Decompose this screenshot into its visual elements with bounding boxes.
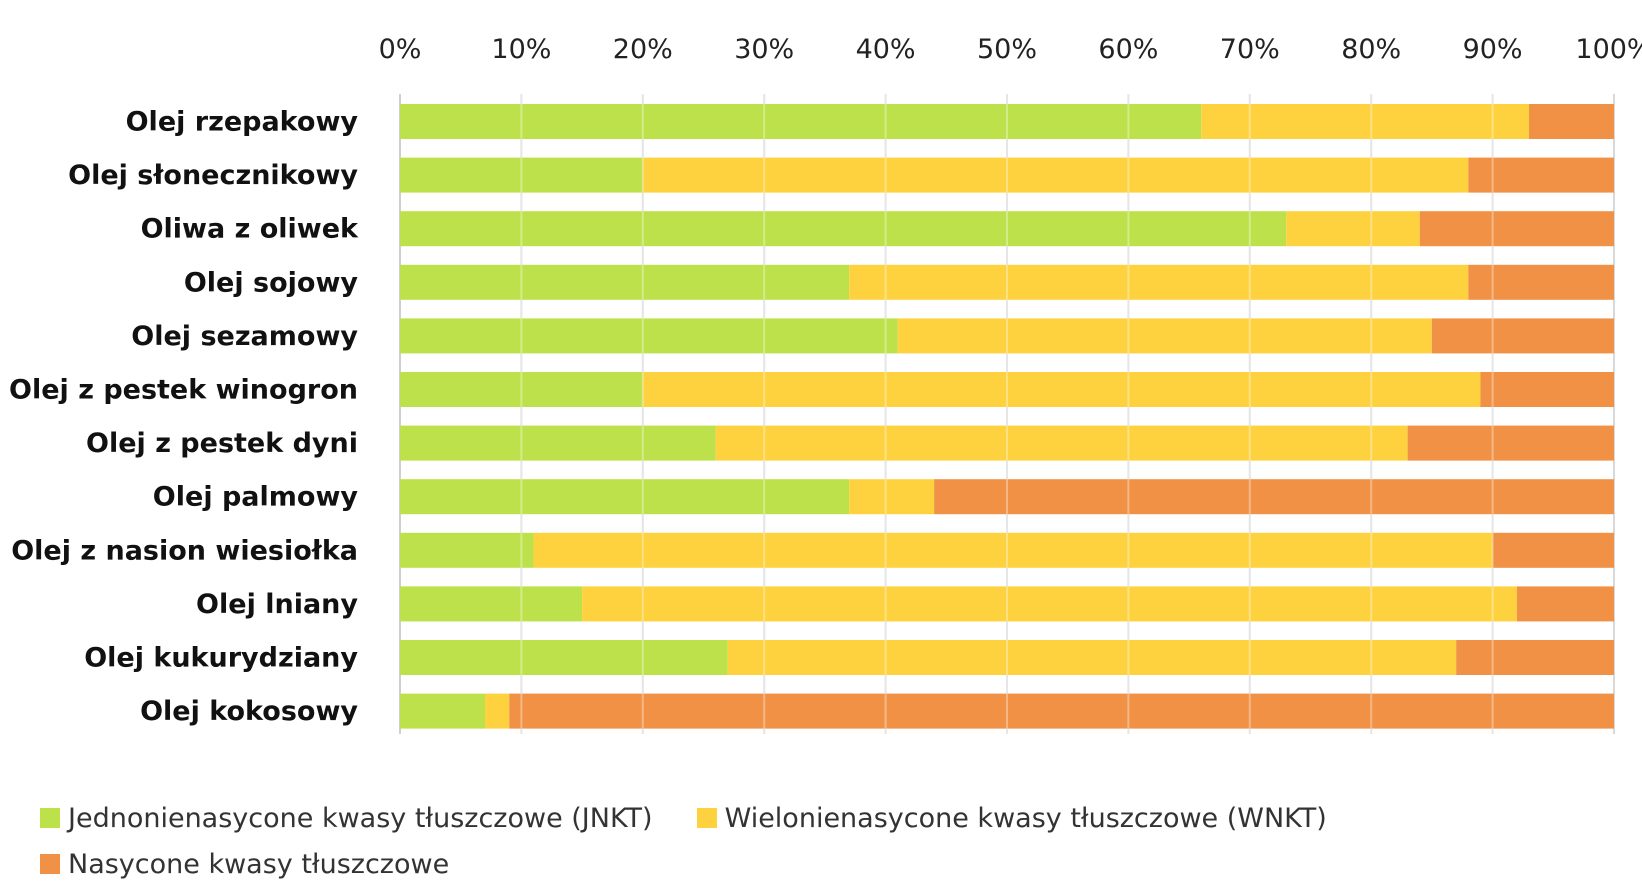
- legend-row: Nasycone kwasy tłuszczowe: [40, 841, 1600, 887]
- bar-segment: [509, 693, 1614, 729]
- category-labels: Olej rzepakowy Olej słonecznikowy Oliwa z …: [9, 107, 359, 728]
- x-tick-label: 100%: [1575, 34, 1642, 65]
- bar-segment: [1468, 264, 1614, 300]
- x-axis-ticks: 0% 10% 20% 30% 40% 50% 60% 70% 80% 90% 100%: [379, 34, 1642, 65]
- category-label: Olej palmowy: [153, 482, 359, 513]
- legend-item-wnkt: Wielonienasycone kwasy tłuszczowe (WNKT): [696, 802, 1327, 834]
- bar-segment: [897, 318, 1432, 354]
- bar-segment: [400, 264, 850, 300]
- x-tick-label: 70%: [1220, 34, 1280, 65]
- legend-swatch-wnkt: [696, 808, 717, 828]
- bar-segment: [934, 479, 1614, 515]
- legend-swatch-jnkt: [40, 808, 60, 828]
- legend-label-wnkt: Wielonienasycone kwasy tłuszczowe (WNKT): [724, 802, 1327, 834]
- bar-segment: [400, 372, 643, 407]
- category-label: Olej rzepakowy: [126, 107, 359, 138]
- legend-item-jnkt: Jednonienasycone kwasy tłuszczowe (JNKT): [40, 803, 653, 834]
- x-tick-label: 30%: [734, 34, 794, 65]
- bar-segment: [642, 372, 1481, 407]
- category-label: Olej z pestek dyni: [86, 428, 358, 459]
- bar-segment: [1419, 211, 1614, 247]
- bar-segment: [1286, 211, 1420, 247]
- bar-segment: [1201, 104, 1530, 139]
- category-label: Olej sezamowy: [131, 321, 358, 352]
- bar-segment: [400, 532, 534, 568]
- legend: Jednonienasycone kwasy tłuszczowe (JNKT)…: [40, 795, 1600, 887]
- category-label: Olej słonecznikowy: [68, 160, 358, 191]
- bar-segment: [400, 104, 1202, 139]
- x-tick-label: 20%: [613, 34, 673, 65]
- bar-segment: [1529, 104, 1614, 139]
- legend-swatch-nasycone: [40, 854, 60, 874]
- bar-segment: [715, 425, 1408, 461]
- category-label: Olej z pestek winogron: [9, 375, 358, 406]
- bar-segment: [849, 264, 1469, 300]
- x-tick-label: 80%: [1341, 34, 1401, 65]
- bar-segment: [533, 532, 1493, 568]
- chart: 0% 10% 20% 30% 40% 50% 60% 70% 80% 90% 100% Olej r…: [9, 34, 1642, 734]
- x-tick-label: 50%: [977, 34, 1037, 65]
- bar-segment: [1456, 640, 1614, 675]
- category-label: Olej lniany: [196, 589, 358, 620]
- category-label: Olej kokosowy: [140, 696, 358, 727]
- legend-label-jnkt: Jednonienasycone kwasy tłuszczowe (JNKT): [68, 802, 653, 834]
- bar-segment: [849, 479, 935, 515]
- bar-segment: [1431, 318, 1614, 354]
- x-tick-label: 10%: [491, 34, 551, 65]
- legend-item-nasycone: Nasycone kwasy tłuszczowe: [40, 849, 449, 880]
- bars: [400, 94, 1614, 734]
- bar-segment: [400, 318, 898, 354]
- x-tick-label: 40%: [856, 34, 916, 65]
- bar-segment: [400, 157, 643, 193]
- x-tick-label: 90%: [1463, 34, 1523, 65]
- bar-segment: [400, 586, 583, 622]
- bar-segment: [1516, 586, 1614, 622]
- x-tick-label: 60%: [1098, 34, 1158, 65]
- bar-segment: [727, 640, 1457, 675]
- category-label: Olej z nasion wiesiołka: [11, 535, 358, 566]
- legend-row: Jednonienasycone kwasy tłuszczowe (JNKT)…: [40, 795, 1600, 841]
- bar-segment: [1468, 157, 1614, 193]
- bar-segment: [484, 693, 510, 729]
- category-label: Oliwa z oliwek: [141, 214, 359, 245]
- bar-segment: [1480, 372, 1614, 407]
- bar-segment: [400, 640, 728, 675]
- grid-lines: [399, 94, 1615, 734]
- category-label: Olej kukurydziany: [84, 643, 358, 674]
- legend-label-nasycone: Nasycone kwasy tłuszczowe: [68, 848, 450, 880]
- bar-segment: [582, 586, 1517, 622]
- bar-segment: [400, 479, 850, 515]
- bar-segment: [400, 425, 716, 461]
- bar-segment: [1492, 532, 1614, 568]
- bar-segment: [642, 157, 1469, 193]
- bar-segment: [1407, 425, 1614, 461]
- category-label: Olej sojowy: [184, 267, 359, 298]
- x-tick-label: 0%: [379, 34, 422, 65]
- bar-segment: [400, 693, 485, 729]
- bar-segment: [400, 211, 1287, 247]
